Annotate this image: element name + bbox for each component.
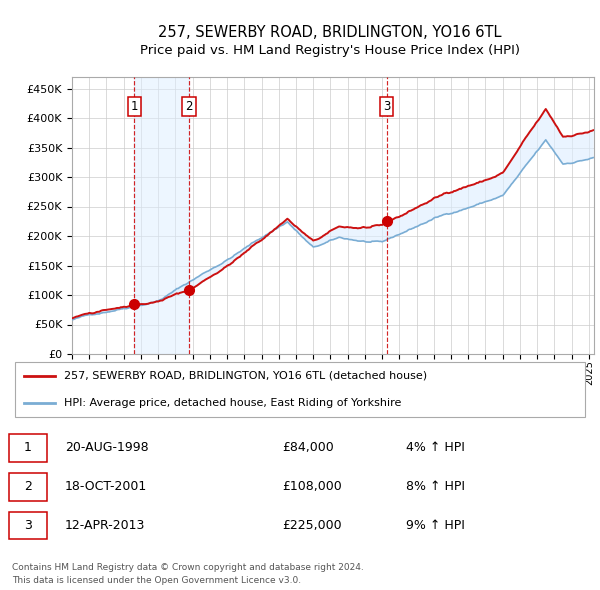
Text: Contains HM Land Registry data © Crown copyright and database right 2024.: Contains HM Land Registry data © Crown c… xyxy=(12,563,364,572)
Text: 257, SEWERBY ROAD, BRIDLINGTON, YO16 6TL (detached house): 257, SEWERBY ROAD, BRIDLINGTON, YO16 6TL… xyxy=(64,371,427,381)
Text: HPI: Average price, detached house, East Riding of Yorkshire: HPI: Average price, detached house, East… xyxy=(64,398,401,408)
Text: 8% ↑ HPI: 8% ↑ HPI xyxy=(406,480,465,493)
Text: 2: 2 xyxy=(185,100,193,113)
FancyBboxPatch shape xyxy=(9,434,47,461)
Text: 1: 1 xyxy=(131,100,138,113)
Text: 4% ↑ HPI: 4% ↑ HPI xyxy=(406,441,465,454)
Text: £108,000: £108,000 xyxy=(283,480,342,493)
Text: 1: 1 xyxy=(24,441,32,454)
Text: 3: 3 xyxy=(24,519,32,532)
FancyBboxPatch shape xyxy=(9,473,47,500)
Text: Price paid vs. HM Land Registry's House Price Index (HPI): Price paid vs. HM Land Registry's House … xyxy=(140,44,520,57)
Text: £225,000: £225,000 xyxy=(283,519,342,532)
Text: 18-OCT-2001: 18-OCT-2001 xyxy=(65,480,147,493)
Text: This data is licensed under the Open Government Licence v3.0.: This data is licensed under the Open Gov… xyxy=(12,576,301,585)
Text: 12-APR-2013: 12-APR-2013 xyxy=(65,519,145,532)
FancyBboxPatch shape xyxy=(9,512,47,539)
Text: 2: 2 xyxy=(24,480,32,493)
Text: 20-AUG-1998: 20-AUG-1998 xyxy=(65,441,148,454)
Bar xyxy=(134,77,189,354)
FancyBboxPatch shape xyxy=(15,362,585,417)
Text: 257, SEWERBY ROAD, BRIDLINGTON, YO16 6TL: 257, SEWERBY ROAD, BRIDLINGTON, YO16 6TL xyxy=(158,25,502,40)
Text: 3: 3 xyxy=(383,100,391,113)
Text: £84,000: £84,000 xyxy=(283,441,334,454)
Text: 9% ↑ HPI: 9% ↑ HPI xyxy=(406,519,465,532)
